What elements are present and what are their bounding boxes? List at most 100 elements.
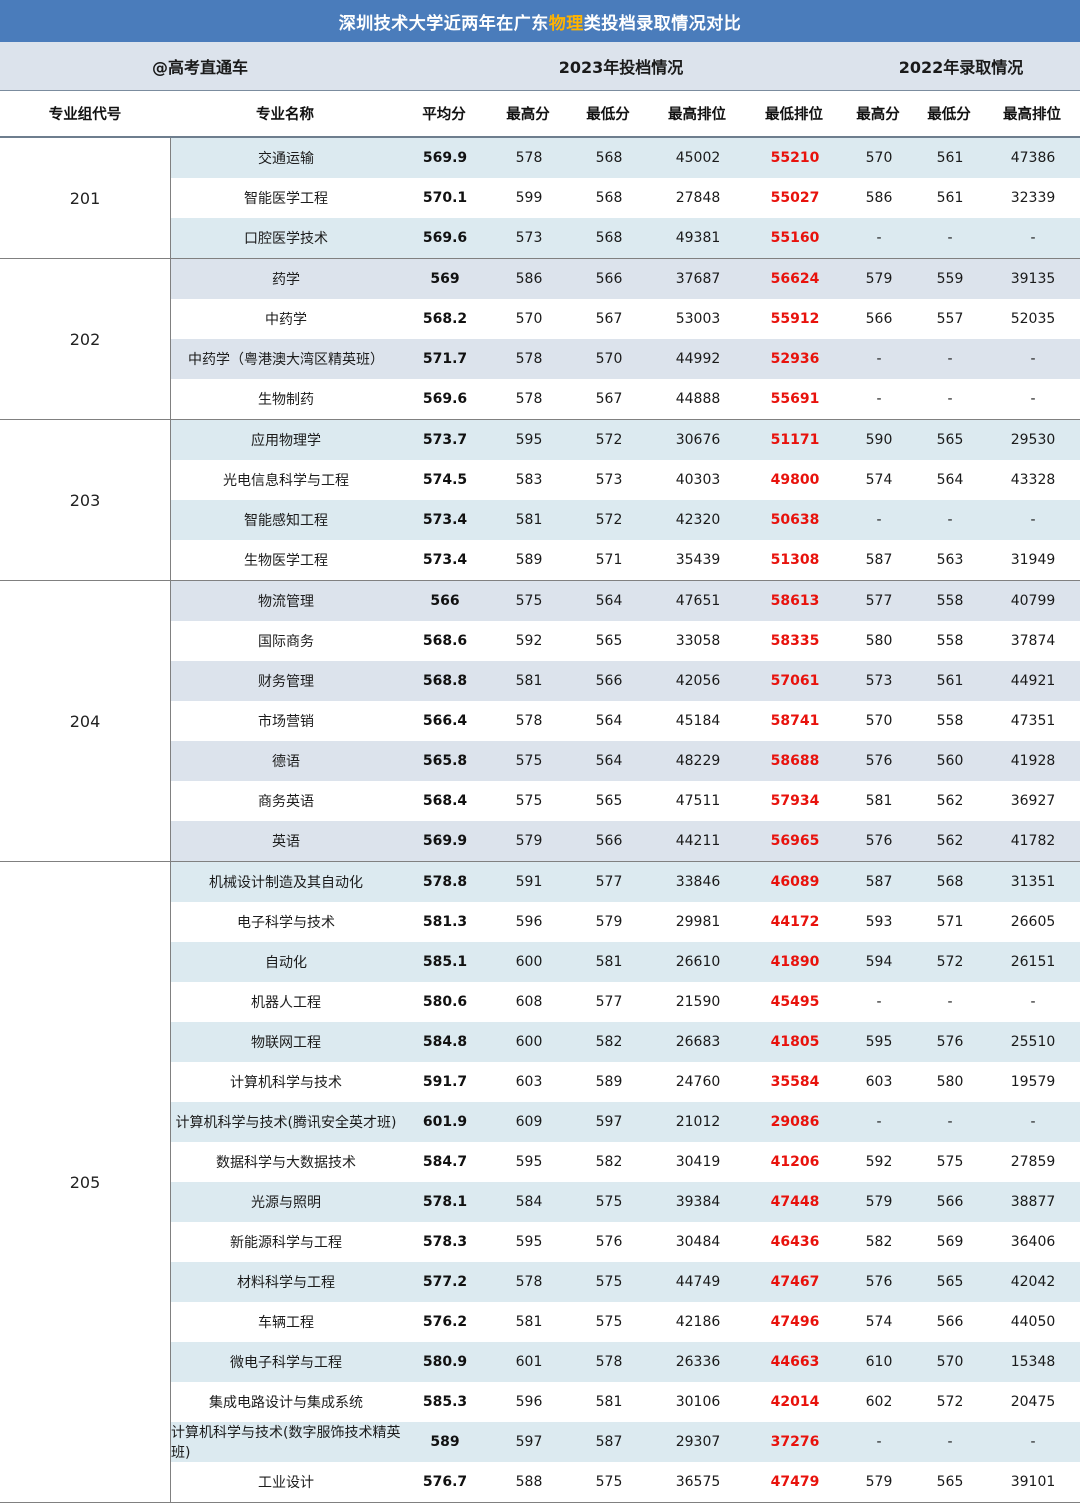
cell-avg: 568.4 — [422, 793, 468, 809]
cell-lr23: 44663 — [770, 1354, 820, 1370]
table-row: 车辆工程576.25815754218647496574566440505241… — [171, 1302, 1080, 1342]
cell-lr23: 58335 — [770, 633, 820, 649]
cell-lr23: 58741 — [770, 713, 820, 729]
cell-major: 计算机科学与技术 — [230, 1075, 342, 1091]
cell-hr23: 44211 — [675, 833, 721, 849]
cell-hr23: 33058 — [675, 633, 721, 649]
table-column-header: 专业组代号 专业名称 平均分 最高分 最低分 最高排位 最低排位 最高分 最低分… — [0, 91, 1080, 138]
cell-avg: 576.2 — [422, 1314, 468, 1330]
col-avg-2023: 平均分 — [422, 107, 466, 123]
cell-min22: 565 — [936, 1274, 964, 1290]
cell-max23: 581 — [515, 1314, 543, 1330]
table-row: 商务英语568.45755654751157934581562369275662… — [171, 781, 1080, 821]
cell-max22: 576 — [865, 753, 893, 769]
col-group-code: 专业组代号 — [48, 107, 122, 123]
table-row: 新能源科学与工程 578.3 595 576 30484 46436 582 569 36406… — [171, 1222, 1080, 1262]
cell-min23: 572 — [595, 432, 623, 448]
cell-max22: 587 — [865, 874, 893, 890]
table-row: 药学56958656637687566245795593913559465 — [171, 259, 1080, 299]
cell-max23: 609 — [515, 1114, 543, 1130]
cell-min22: - — [947, 512, 953, 528]
cell-lr23: 57934 — [770, 793, 820, 809]
group-code-cell: 204 — [0, 581, 171, 861]
cell-lr23: 58688 — [770, 753, 820, 769]
page-title-highlight: 物理 — [548, 13, 584, 34]
cell-hr22: - — [1030, 512, 1036, 528]
cell-min23: 589 — [595, 1074, 623, 1090]
cell-hr23: 40303 — [675, 472, 721, 488]
cell-min23: 581 — [595, 954, 623, 970]
cell-min22: 563 — [936, 552, 964, 568]
table-row: 材料科学与工程577.25785754474947467576565420425… — [171, 1262, 1080, 1302]
col-max-2023: 最高分 — [506, 107, 550, 123]
cell-min22: 559 — [936, 271, 964, 287]
cell-lr23: 37276 — [770, 1434, 820, 1450]
table-row: 市场营销566.45785644518458741570558473516116… — [171, 701, 1080, 741]
cell-avg: 568.2 — [422, 311, 468, 327]
cell-min22: 576 — [936, 1034, 964, 1050]
cell-hr23: 47511 — [675, 793, 721, 809]
header-year-2022: 2022年录取情况 — [898, 58, 1024, 77]
cell-hr23: 48229 — [675, 753, 721, 769]
table-row: 集成电路设计与集成系统 585.3 596 581 30106 42014 602 572 20… — [171, 1382, 1080, 1422]
cell-major: 中药学 — [265, 312, 307, 328]
major-group: 203 应用物理学 573.7 595 572 30676 51171 590 565 29530… — [0, 420, 1080, 581]
cell-max23: 599 — [515, 190, 543, 206]
cell-avg: 591.7 — [422, 1074, 468, 1090]
cell-avg: 578.8 — [422, 874, 468, 890]
cell-min23: 570 — [595, 351, 623, 367]
cell-hr22: - — [1030, 994, 1036, 1010]
group-code-cell: 205 — [0, 862, 171, 1502]
cell-lr23: 50638 — [770, 512, 820, 528]
cell-min23: 566 — [595, 673, 623, 689]
cell-avg: 573.4 — [422, 552, 468, 568]
cell-min22: 558 — [936, 593, 964, 609]
cell-lr23: 45495 — [770, 994, 820, 1010]
cell-min22: 569 — [936, 1234, 964, 1250]
cell-max22: - — [876, 1434, 882, 1450]
cell-lr23: 47448 — [770, 1194, 820, 1210]
cell-min22: 562 — [936, 833, 964, 849]
cell-major: 物流管理 — [258, 594, 314, 610]
cell-avg: 584.8 — [422, 1034, 468, 1050]
cell-max23: 581 — [515, 673, 543, 689]
cell-hr22: - — [1030, 230, 1036, 246]
table-row: 计算机科学与技术(数字服饰技术精英班) 589 597 587 29307 37276 - -… — [171, 1422, 1080, 1462]
cell-min22: 566 — [936, 1314, 964, 1330]
cell-max23: 578 — [515, 391, 543, 407]
cell-max22: 587 — [865, 552, 893, 568]
cell-hr23: 44888 — [675, 391, 721, 407]
cell-major: 德语 — [272, 754, 300, 770]
cell-hr22: 37874 — [1010, 633, 1056, 649]
cell-max22: 593 — [865, 914, 893, 930]
cell-min22: 565 — [936, 432, 964, 448]
cell-max22: 570 — [865, 150, 893, 166]
group-code-value: 202 — [69, 329, 101, 349]
cell-lr23: 56624 — [770, 271, 820, 287]
group-code-cell: 203 — [0, 420, 171, 580]
cell-min23: 566 — [595, 833, 623, 849]
cell-major: 应用物理学 — [251, 433, 321, 449]
table-row: 物联网工程584.8600582266834180559557625510418… — [171, 1022, 1080, 1062]
cell-min22: - — [947, 391, 953, 407]
cell-hr23: 49381 — [675, 230, 721, 246]
cell-min22: 558 — [936, 713, 964, 729]
cell-min23: 582 — [595, 1034, 623, 1050]
cell-major: 计算机科学与技术(腾讯安全英才班) — [175, 1115, 397, 1131]
cell-max23: 583 — [515, 472, 543, 488]
cell-avg: 568.8 — [422, 673, 468, 689]
cell-lr23: 42014 — [770, 1394, 820, 1410]
cell-avg: 584.7 — [422, 1154, 468, 1170]
cell-lr23: 55027 — [770, 190, 820, 206]
cell-major: 国际商务 — [258, 634, 314, 650]
cell-max22: 579 — [865, 1474, 893, 1490]
cell-major: 生物制药 — [258, 392, 314, 408]
cell-lr23: 55912 — [770, 311, 820, 327]
cell-hr22: 27859 — [1010, 1154, 1056, 1170]
cell-hr23: 30676 — [675, 432, 721, 448]
cell-min23: 597 — [595, 1114, 623, 1130]
